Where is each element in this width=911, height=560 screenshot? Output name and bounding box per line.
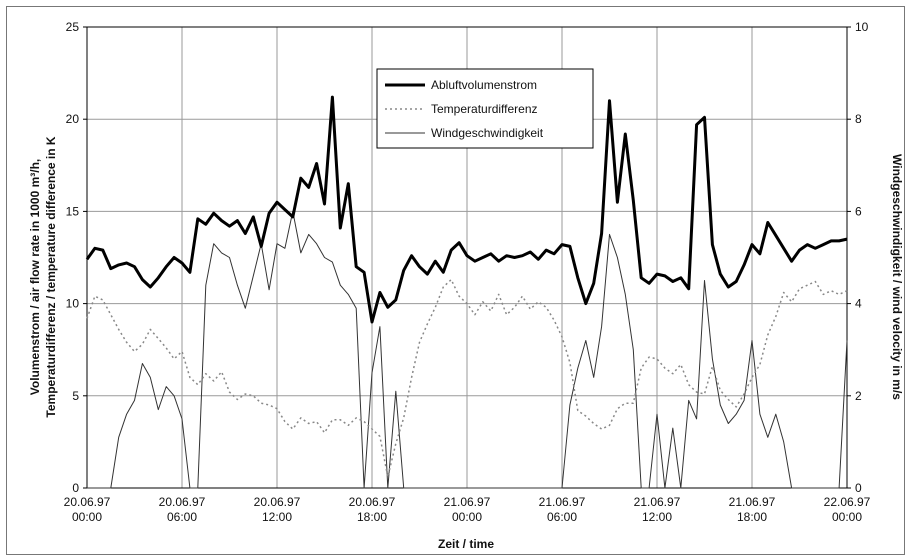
y-axis-left-title: Volumenstrom / air flow rate in 1000 m³/…: [28, 136, 58, 418]
series-line-abluftvolumenstrom: [85, 95, 848, 324]
y-tick-label-left: 5: [72, 389, 79, 403]
y-axis-left-title-line2: Temperaturdifferenz / temperature differ…: [44, 136, 58, 418]
y-axis-right-title-text: Windgeschwindigkeit / wind velocity in m…: [890, 154, 904, 400]
x-tick-label-date: 20.06.97: [159, 495, 206, 509]
x-tick-label-date: 22.06.97: [824, 495, 871, 509]
x-axis-title: Zeit / time: [438, 537, 494, 551]
legend: Abluftvolumenstrom Temperaturdifferenz W…: [376, 68, 594, 149]
x-tick-label-date: 20.06.97: [64, 495, 111, 509]
x-tick-label-date: 21.06.97: [729, 495, 776, 509]
y-tick-label-left: 10: [66, 297, 80, 311]
series-line-windgeschwindigkeit: [87, 210, 848, 489]
x-tick-label-time: 12:00: [262, 510, 292, 524]
legend-label-wind: Windgeschwindigkeit: [431, 126, 544, 140]
y-tick-label-left: 15: [66, 204, 80, 218]
y-tick-label-right: 0: [855, 481, 862, 495]
line-chart: 0510152025024681020.06.9700:0020.06.9706…: [28, 20, 904, 551]
x-tick-label-time: 06:00: [547, 510, 577, 524]
legend-box: [376, 68, 594, 149]
y-tick-label-left: 25: [66, 20, 80, 34]
x-tick-label-time: 00:00: [72, 510, 102, 524]
x-tick-label-time: 12:00: [642, 510, 672, 524]
chart-frame: 0 5 10 15 20 25 0 2 4 6 8 10 20.06.97 00:00 20.06.97 06…: [6, 6, 905, 555]
series-line-temperaturdifferenz: [86, 278, 848, 478]
x-tick-label-time: 00:00: [832, 510, 862, 524]
x-tick-label-date: 20.06.97: [349, 495, 396, 509]
y-axis-right-title: Windgeschwindigkeit / wind velocity in m…: [890, 154, 904, 400]
x-tick-label-date: 21.06.97: [634, 495, 681, 509]
x-tick-label-date: 21.06.97: [444, 495, 491, 509]
legend-label-temperatur: Temperaturdifferenz: [431, 102, 538, 116]
y-tick-label-right: 6: [855, 204, 862, 218]
y-tick-label-left: 0: [72, 481, 79, 495]
x-tick-label-date: 20.06.97: [254, 495, 301, 509]
y-tick-label-right: 4: [855, 297, 862, 311]
x-tick-label-date: 21.06.97: [539, 495, 586, 509]
y-tick-label-right: 2: [855, 389, 862, 403]
x-tick-label-time: 00:00: [452, 510, 482, 524]
y-tick-label-right: 10: [855, 20, 869, 34]
y-tick-label-right: 8: [855, 112, 862, 126]
series-layer: [85, 95, 848, 489]
x-tick-label-time: 06:00: [167, 510, 197, 524]
legend-label-abluft: Abluftvolumenstrom: [431, 78, 537, 92]
y-axis-left-title-line1: Volumenstrom / air flow rate in 1000 m³/…: [28, 159, 42, 396]
y-tick-label-left: 20: [66, 112, 80, 126]
x-tick-label-time: 18:00: [737, 510, 767, 524]
tick-labels: 0510152025024681020.06.9700:0020.06.9706…: [64, 20, 871, 524]
x-tick-label-time: 18:00: [357, 510, 387, 524]
